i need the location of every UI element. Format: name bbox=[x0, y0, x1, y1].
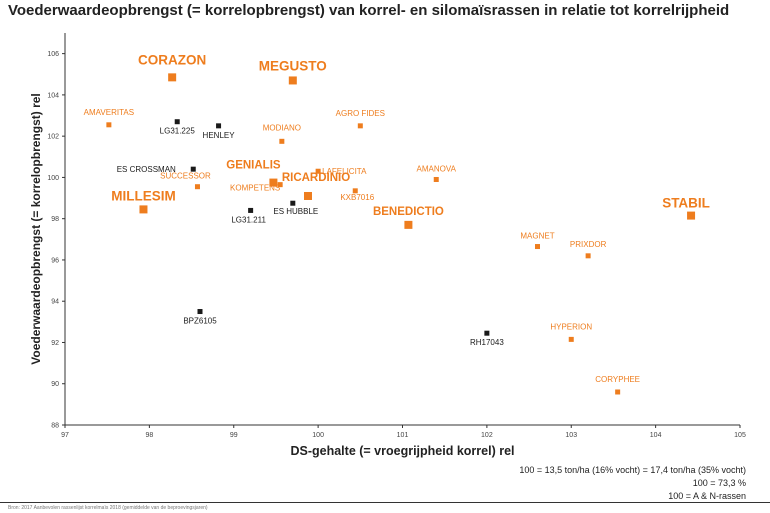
data-point bbox=[248, 207, 254, 213]
data-label: BPZ6105 bbox=[183, 317, 217, 326]
data-label: CORAZON bbox=[138, 52, 206, 67]
data-label: RICARDINIO bbox=[282, 172, 350, 184]
note-line-1: 100 = 13,5 ton/ha (16% vocht) = 17,4 ton… bbox=[519, 465, 746, 475]
data-point bbox=[304, 191, 312, 200]
data-label: ES CROSSMAN bbox=[117, 165, 176, 174]
data-point bbox=[190, 166, 196, 172]
axes bbox=[64, 33, 740, 426]
data-point bbox=[194, 184, 200, 190]
chart-title: Voederwaardeopbrengst (= korrelopbrengst… bbox=[8, 2, 730, 19]
y-tick-label: 90 bbox=[51, 381, 59, 388]
note-line-2: 100 = 73,3 % bbox=[692, 478, 746, 488]
x-tick-label: 97 bbox=[61, 432, 69, 439]
data-labels: CORAZON MEGUSTO STABIL MILLESIM GENIALISRICA… bbox=[84, 52, 710, 384]
y-tick-label: 96 bbox=[51, 257, 59, 264]
x-tick-label: 102 bbox=[481, 432, 493, 439]
data-label: LAFELICITA bbox=[322, 167, 367, 176]
data-label: MAGNET bbox=[520, 232, 554, 241]
data-point bbox=[279, 138, 285, 144]
x-tick-label: 104 bbox=[650, 432, 662, 439]
data-point bbox=[585, 253, 591, 259]
data-label: LG31.211 bbox=[231, 215, 266, 224]
data-label: LG31.225 bbox=[160, 127, 196, 136]
data-label: MILLESIM bbox=[111, 188, 176, 203]
data-point bbox=[352, 188, 358, 194]
data-point bbox=[277, 182, 283, 188]
y-tick-label: 106 bbox=[47, 51, 59, 58]
data-point bbox=[216, 123, 222, 129]
x-axis-label: DS-gehalte (= vroegrijpheid korrel) rel bbox=[290, 444, 514, 458]
data-point bbox=[197, 309, 203, 315]
x-tick-label: 105 bbox=[734, 432, 746, 439]
y-tick-label: 102 bbox=[47, 134, 59, 141]
data-point bbox=[168, 73, 177, 82]
data-point bbox=[687, 211, 696, 220]
data-label: BENEDICTIO bbox=[373, 206, 444, 218]
x-tick-label: 101 bbox=[397, 432, 409, 439]
x-tick-label: 103 bbox=[565, 432, 577, 439]
note-line-3: 100 = A & N-rassen bbox=[668, 491, 746, 501]
data-point bbox=[106, 122, 112, 128]
data-point bbox=[404, 220, 413, 229]
data-point bbox=[568, 336, 574, 342]
data-label: AMANOVA bbox=[417, 164, 457, 173]
footer-source: Bron: 2017 Aanbevolen rassenlijst korrel… bbox=[8, 505, 208, 511]
data-label: STABIL bbox=[662, 196, 710, 211]
y-tick-label: 104 bbox=[47, 92, 59, 99]
data-label: AGRO FIDES bbox=[336, 109, 385, 118]
data-label: PRIXDOR bbox=[570, 240, 607, 249]
data-point bbox=[615, 389, 621, 395]
data-point bbox=[269, 178, 278, 187]
x-tick-label: 100 bbox=[312, 432, 324, 439]
y-tick-label: 88 bbox=[51, 423, 59, 430]
y-tick-label: 100 bbox=[47, 175, 59, 182]
data-point bbox=[535, 244, 540, 250]
data-label: AMAVERITAS bbox=[84, 108, 134, 117]
data-point bbox=[484, 330, 490, 336]
data-point bbox=[288, 76, 297, 85]
y-tick-label: 94 bbox=[51, 299, 59, 306]
data-label: KXB7016 bbox=[340, 193, 374, 202]
data-label: ES HUBBLE bbox=[273, 207, 318, 216]
data-point bbox=[174, 119, 180, 125]
data-label: MODIANO bbox=[263, 123, 301, 132]
y-tick-label: 92 bbox=[51, 340, 59, 347]
y-axis-label: Voederwaardeopbrengst (= korrelopbrengst… bbox=[29, 93, 43, 365]
data-points bbox=[106, 73, 696, 395]
x-tick-label: 99 bbox=[230, 432, 238, 439]
data-label: SUCCESSOR bbox=[160, 172, 211, 181]
data-point bbox=[357, 123, 363, 129]
data-label: HYPERION bbox=[550, 322, 592, 331]
data-label: KOMPETENS bbox=[230, 184, 280, 193]
data-point bbox=[433, 176, 439, 182]
ticks: 97 98 99 100 101 102 103 104 105 88 90 92 94 96 98 100 1… bbox=[47, 51, 746, 439]
data-point bbox=[315, 168, 321, 174]
y-tick-label: 98 bbox=[51, 216, 59, 223]
x-tick-label: 98 bbox=[145, 432, 153, 439]
data-label: CORYPHEE bbox=[595, 375, 640, 384]
data-label: MEGUSTO bbox=[259, 58, 327, 73]
data-point bbox=[139, 205, 148, 214]
data-label: GENIALIS bbox=[226, 160, 281, 172]
data-label: HENLEY bbox=[203, 131, 236, 140]
footer-divider bbox=[0, 502, 770, 503]
data-label: RH17043 bbox=[470, 338, 504, 347]
data-point bbox=[290, 200, 296, 206]
